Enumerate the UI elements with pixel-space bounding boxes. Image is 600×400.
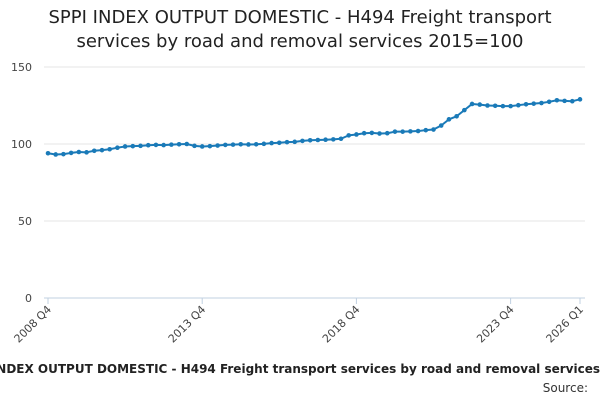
data-point[interactable] bbox=[315, 137, 321, 143]
data-point[interactable] bbox=[184, 141, 190, 147]
data-point[interactable] bbox=[61, 151, 66, 157]
gridlines bbox=[44, 66, 585, 299]
data-point[interactable] bbox=[76, 149, 82, 155]
data-point[interactable] bbox=[130, 143, 136, 149]
data-point[interactable] bbox=[138, 143, 143, 149]
x-tick-label: 2013 Q4 bbox=[166, 303, 209, 346]
data-point[interactable] bbox=[269, 140, 274, 146]
data-point[interactable] bbox=[508, 103, 513, 109]
x-tick-label: 2023 Q4 bbox=[474, 303, 517, 346]
data-point[interactable] bbox=[169, 142, 174, 147]
data-point[interactable] bbox=[408, 129, 413, 134]
data-point[interactable] bbox=[53, 152, 59, 157]
data-point[interactable] bbox=[246, 142, 251, 147]
data-point[interactable] bbox=[516, 102, 521, 108]
x-tick-label: 2018 Q4 bbox=[320, 303, 363, 346]
data-point[interactable] bbox=[238, 142, 244, 147]
data-point[interactable] bbox=[539, 100, 544, 106]
data-point[interactable] bbox=[485, 103, 490, 108]
data-point[interactable] bbox=[68, 150, 74, 156]
data-point[interactable] bbox=[477, 102, 483, 107]
data-point[interactable] bbox=[523, 101, 529, 107]
data-point[interactable] bbox=[415, 128, 421, 134]
data-point[interactable] bbox=[330, 137, 336, 142]
data-point[interactable] bbox=[500, 103, 506, 109]
chart-title: SPPI INDEX OUTPUT DOMESTIC - H494 Freigh… bbox=[0, 6, 600, 54]
source-label: Source: bbox=[542, 381, 588, 395]
data-point[interactable] bbox=[84, 150, 89, 155]
data-point[interactable] bbox=[199, 144, 205, 149]
y-tick-label: 100 bbox=[11, 138, 32, 151]
y-tick-label: 50 bbox=[18, 215, 32, 228]
data-point[interactable] bbox=[492, 103, 498, 109]
x-tick-label: 2008 Q4 bbox=[12, 303, 55, 346]
data-point[interactable] bbox=[323, 137, 328, 142]
y-tick-label: 0 bbox=[25, 292, 32, 305]
data-point[interactable] bbox=[91, 148, 97, 154]
data-point[interactable] bbox=[438, 123, 444, 128]
data-point[interactable] bbox=[300, 138, 305, 144]
data-point[interactable] bbox=[176, 142, 182, 147]
data-point[interactable] bbox=[292, 139, 298, 145]
data-point[interactable] bbox=[377, 131, 382, 136]
data-point[interactable] bbox=[223, 142, 228, 148]
data-point[interactable] bbox=[192, 143, 197, 149]
data-point[interactable] bbox=[369, 130, 375, 136]
data-point[interactable] bbox=[253, 142, 259, 147]
data-point[interactable] bbox=[307, 138, 313, 143]
data-point[interactable] bbox=[423, 127, 429, 133]
data-point[interactable] bbox=[161, 142, 166, 148]
data-point[interactable] bbox=[554, 97, 560, 103]
series-line bbox=[47, 98, 581, 156]
data-point[interactable] bbox=[469, 101, 475, 107]
data-point[interactable] bbox=[207, 143, 213, 149]
data-point[interactable] bbox=[115, 145, 120, 150]
data-point[interactable] bbox=[354, 132, 359, 137]
data-point[interactable] bbox=[107, 146, 112, 152]
data-point[interactable] bbox=[431, 127, 436, 132]
series-layer bbox=[45, 97, 583, 157]
data-point[interactable] bbox=[277, 140, 282, 146]
legend: SPPI INDEX OUTPUT DOMESTIC - H494 Freigh… bbox=[0, 362, 600, 380]
data-point[interactable] bbox=[384, 130, 390, 136]
data-point[interactable] bbox=[454, 113, 459, 119]
data-point[interactable] bbox=[446, 117, 452, 122]
data-point[interactable] bbox=[562, 98, 567, 104]
data-point[interactable] bbox=[338, 136, 344, 142]
data-point[interactable] bbox=[577, 97, 583, 102]
x-tick-label: 2026 Q1 bbox=[544, 303, 587, 346]
chart-title-line1: SPPI INDEX OUTPUT DOMESTIC - H494 Freigh… bbox=[48, 7, 552, 28]
data-point[interactable] bbox=[215, 143, 220, 148]
data-point[interactable] bbox=[392, 129, 398, 134]
data-point[interactable] bbox=[230, 142, 236, 147]
x-axis bbox=[47, 298, 581, 304]
data-point[interactable] bbox=[284, 139, 290, 145]
y-tick-labels: 0 50 100 150 bbox=[11, 61, 32, 305]
data-point[interactable] bbox=[346, 133, 352, 138]
data-point[interactable] bbox=[99, 147, 105, 153]
data-point[interactable] bbox=[462, 107, 467, 113]
data-point[interactable] bbox=[45, 150, 51, 156]
data-point[interactable] bbox=[531, 101, 537, 106]
data-point[interactable] bbox=[122, 144, 128, 149]
chart-title-line2: services by road and removal services 20… bbox=[76, 31, 524, 52]
data-point[interactable] bbox=[546, 99, 552, 105]
data-point[interactable] bbox=[145, 142, 151, 148]
data-point[interactable] bbox=[400, 129, 405, 134]
x-tick-labels: 2008 Q4 2013 Q4 2018 Q4 2023 Q4 2026 Q1 bbox=[12, 303, 587, 346]
legend-label: SPPI INDEX OUTPUT DOMESTIC - H494 Freigh… bbox=[0, 362, 600, 376]
data-point[interactable] bbox=[361, 130, 367, 136]
data-point[interactable] bbox=[153, 142, 159, 148]
data-point[interactable] bbox=[261, 141, 267, 147]
y-tick-label: 150 bbox=[11, 61, 32, 74]
data-point[interactable] bbox=[569, 98, 575, 104]
